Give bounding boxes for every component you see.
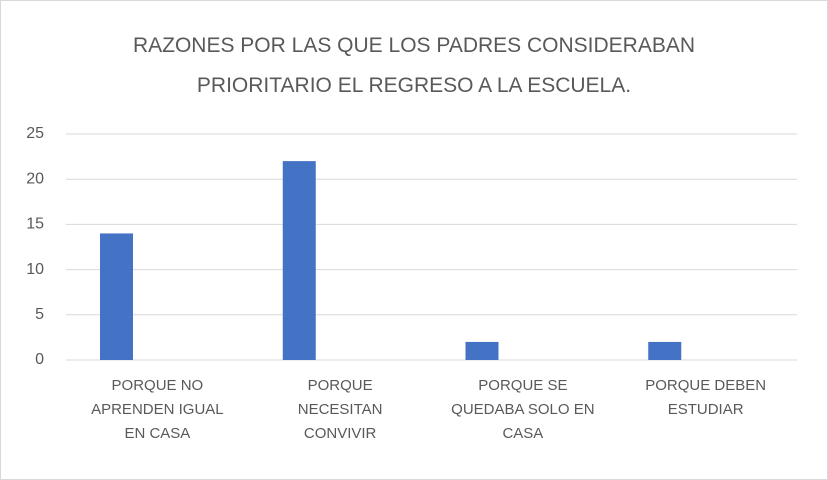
bar: [465, 341, 499, 360]
y-tick-label: 25: [26, 125, 44, 142]
x-tick-label: PORQUE SE QUEDABA SOLO EN CASA: [451, 377, 595, 442]
x-tick-label: PORQUE DEBEN ESTUDIAR: [645, 377, 767, 418]
y-tick-label: 10: [26, 261, 44, 278]
y-tick-label: 20: [26, 170, 44, 187]
y-tick-label: 15: [26, 216, 44, 233]
bar: [648, 341, 682, 360]
chart-title: RAZONES POR LAS QUE LOS PADRES CONSIDERA…: [132, 34, 696, 97]
bar: [282, 161, 316, 360]
y-tick-label: 0: [35, 351, 44, 368]
x-tick-label: PORQUE NECESITAN CONVIVIR: [297, 377, 383, 442]
bar: [100, 233, 133, 360]
y-tick-label: 5: [35, 306, 44, 323]
x-tick-label: PORQUE NO APRENDEN IGUAL EN CASA: [91, 377, 224, 442]
